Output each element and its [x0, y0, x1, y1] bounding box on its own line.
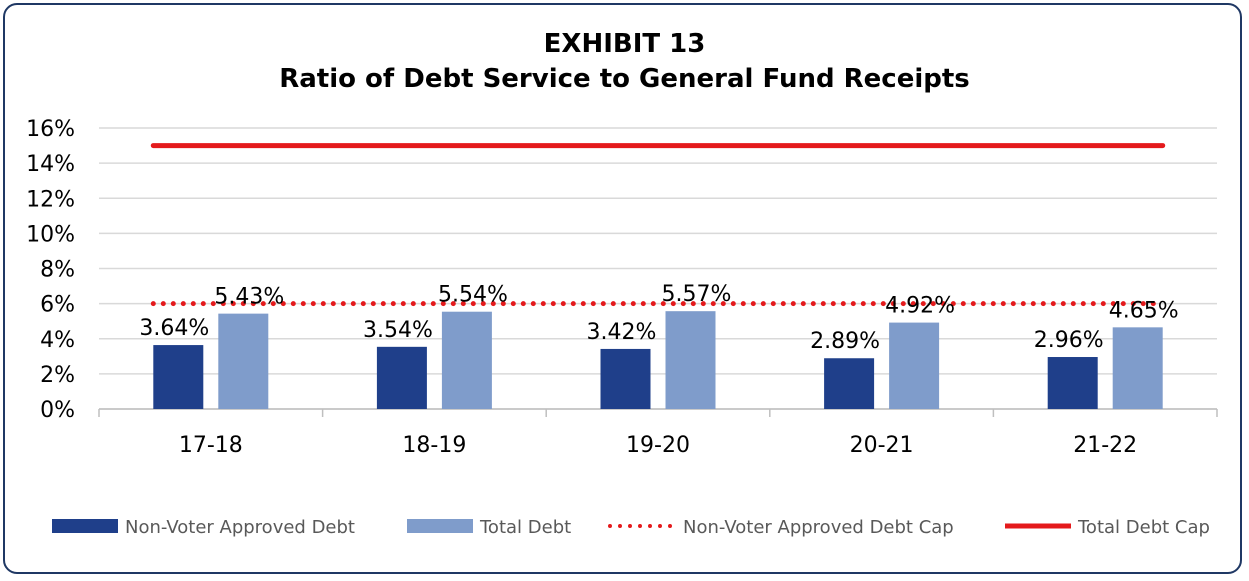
bar: [889, 322, 940, 409]
data-label: 3.64%: [139, 316, 209, 341]
chart-frame: [3, 3, 1242, 574]
bar: [441, 311, 492, 409]
bar: [600, 348, 651, 409]
legend-label: Non-Voter Approved Debt: [125, 517, 355, 538]
data-label: 5.57%: [662, 282, 732, 307]
legend-swatch: [407, 519, 473, 533]
x-tick-label: 21-22: [1073, 433, 1137, 458]
bar: [218, 313, 269, 409]
x-tick-label: 20-21: [850, 433, 914, 458]
bar: [1112, 327, 1163, 409]
y-tick-label: 6%: [40, 293, 75, 318]
bar: [665, 311, 716, 409]
data-label: 2.89%: [810, 329, 880, 354]
x-tick-label: 18-19: [402, 433, 466, 458]
y-tick-label: 10%: [26, 222, 75, 247]
bar: [1047, 357, 1098, 409]
x-tick-label: 17-18: [179, 433, 243, 458]
data-label: 5.43%: [214, 285, 284, 310]
bar: [824, 358, 875, 409]
bar: [153, 345, 204, 409]
y-tick-label: 0%: [40, 398, 75, 423]
chart-subtitle: Ratio of Debt Service to General Fund Re…: [279, 64, 970, 94]
y-tick-label: 4%: [40, 328, 75, 353]
legend-swatch: [52, 519, 118, 533]
bar: [376, 346, 427, 409]
y-tick-label: 14%: [26, 152, 75, 177]
legend-label: Total Debt: [479, 517, 571, 538]
data-label: 3.42%: [587, 320, 657, 345]
data-label: 3.54%: [363, 318, 433, 343]
y-tick-label: 2%: [40, 363, 75, 388]
y-tick-label: 16%: [26, 117, 75, 142]
legend-label: Total Debt Cap: [1077, 517, 1210, 538]
y-tick-label: 12%: [26, 187, 75, 212]
data-label: 2.96%: [1034, 328, 1104, 353]
x-tick-label: 19-20: [626, 433, 690, 458]
legend-label: Non-Voter Approved Debt Cap: [683, 517, 954, 538]
data-label: 4.92%: [885, 294, 955, 319]
chart-title: EXHIBIT 13: [543, 29, 706, 59]
data-label: 5.54%: [438, 283, 508, 308]
y-tick-label: 8%: [40, 258, 75, 283]
data-label: 4.65%: [1109, 298, 1179, 323]
